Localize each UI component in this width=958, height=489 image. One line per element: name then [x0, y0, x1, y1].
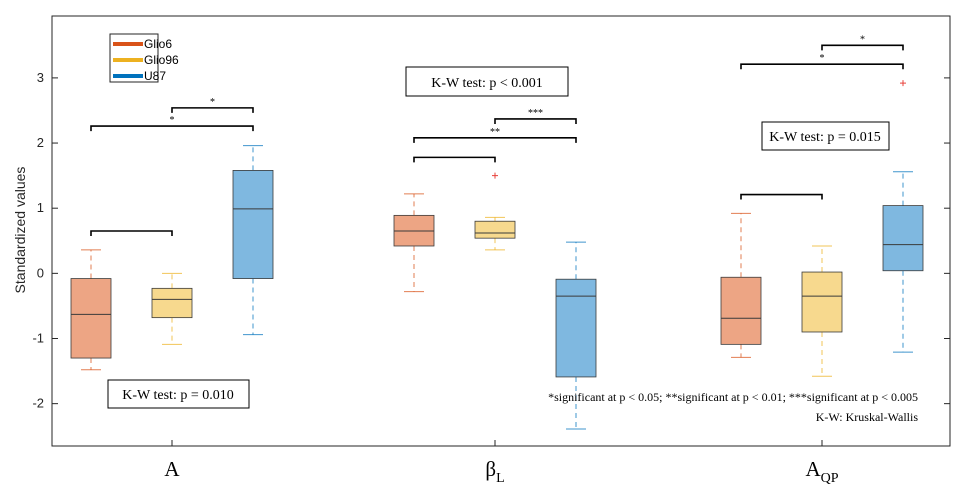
kw-test-box-a: K-W test: p = 0.010: [107, 379, 250, 409]
significance-bracket: [90, 230, 173, 236]
kw-test-text-a: K-W test: p = 0.010: [122, 388, 233, 403]
significance-bracket: *: [740, 53, 904, 70]
legend-label-glio6: Glio6: [144, 37, 172, 51]
significance-label: *: [820, 53, 825, 64]
significance-bracket: [413, 156, 496, 163]
significance-footnote: *significant at p < 0.05; **significant …: [548, 390, 918, 404]
box-glio96-0: [151, 272, 193, 345]
box-glio6-1: [393, 193, 435, 293]
outlier-marker: [900, 80, 906, 87]
abbreviation-footnote: K-W: Kruskal-Wallis: [816, 410, 919, 424]
significance-label: *: [860, 34, 865, 45]
category-label-beta-l: βL: [485, 457, 504, 486]
kw-test-box-a-qp: K-W test: p = 0.015: [761, 121, 890, 151]
box-iqr: [555, 278, 597, 378]
legend-label-glio96: Glio96: [144, 53, 179, 67]
significance-bracket: *: [821, 34, 904, 51]
box-u87-0: [232, 145, 274, 336]
category-label-a-qp: AQP: [805, 457, 838, 486]
kw-test-text-a-qp: K-W test: p = 0.015: [769, 130, 880, 145]
significance-bracket: *: [90, 115, 254, 132]
box-u87-1: [555, 241, 597, 430]
box-iqr: [70, 278, 112, 359]
significance-label: ***: [528, 108, 543, 119]
y-tick-label: 2: [37, 135, 44, 150]
significance-label: *: [210, 97, 215, 108]
box-iqr: [474, 220, 516, 239]
box-iqr: [882, 205, 924, 272]
box-iqr: [801, 271, 843, 333]
significance-bracket: [740, 193, 823, 200]
box-layer: [70, 80, 924, 430]
legend-label-u87: U87: [144, 69, 166, 83]
box-glio96-1: [474, 172, 516, 251]
outlier-marker: [492, 172, 498, 179]
category-label-a: A: [164, 457, 180, 481]
significance-bracket: *: [171, 97, 254, 113]
box-iqr: [720, 276, 762, 345]
y-tick-label: -2: [32, 396, 44, 411]
box-glio6-2: [720, 212, 762, 358]
bracket-layer: *********: [90, 34, 904, 236]
box-iqr: [151, 287, 193, 319]
significance-label: *: [170, 115, 175, 126]
box-glio96-2: [801, 245, 843, 377]
significance-bracket: **: [413, 127, 577, 143]
y-axis-label: Standardized values: [12, 167, 28, 294]
kw-test-box-beta-l: K-W test: p < 0.001: [405, 66, 569, 97]
kw-test-text-beta-l: K-W test: p < 0.001: [431, 76, 542, 91]
box-u87-2: [882, 80, 924, 353]
y-tick-label: -1: [32, 331, 44, 346]
axes-box: [51, 15, 951, 447]
y-tick-label: 1: [37, 200, 44, 215]
y-tick-label: 3: [37, 70, 44, 85]
y-tick-label: 0: [37, 265, 44, 280]
box-iqr: [232, 170, 274, 279]
box-glio6-0: [70, 249, 112, 371]
significance-label: **: [490, 127, 500, 138]
significance-bracket: ***: [494, 108, 577, 124]
y-axis: -2 -1 0 1 2 3: [32, 70, 950, 446]
legend: Glio6 Glio96 U87: [109, 33, 179, 83]
